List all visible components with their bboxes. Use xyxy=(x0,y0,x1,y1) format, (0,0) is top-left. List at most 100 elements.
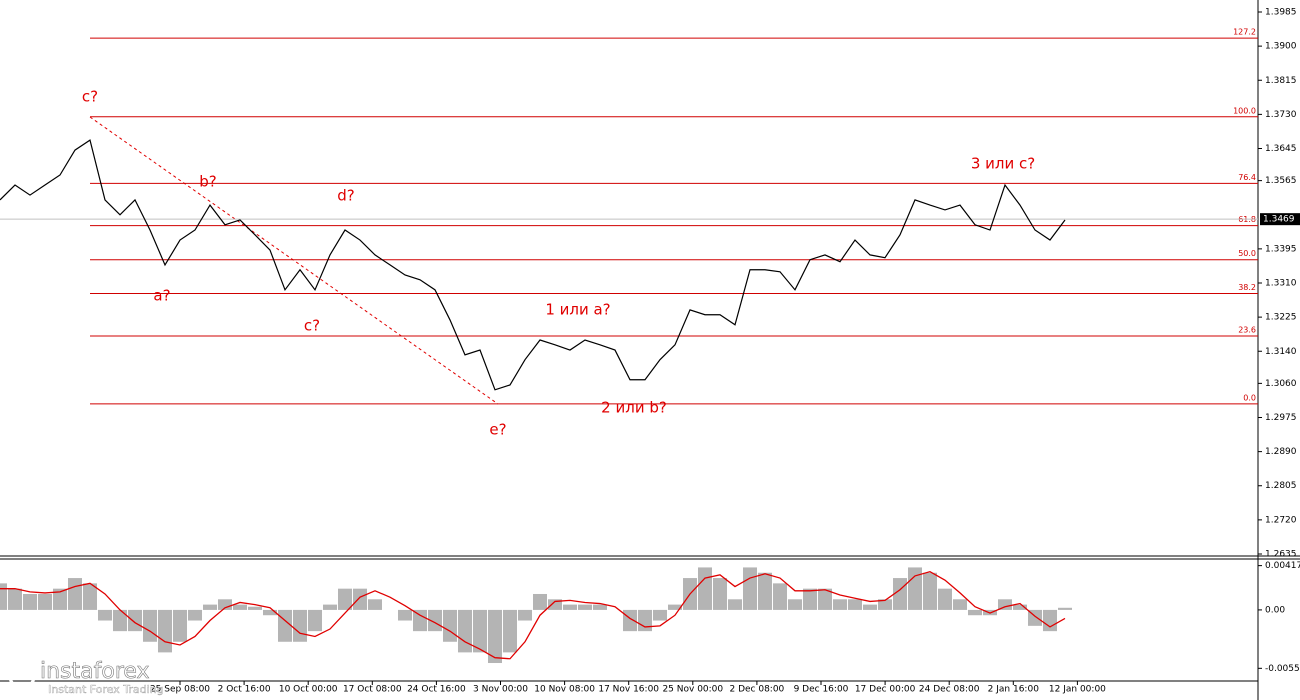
x-tick-label: 24 Oct 16:00 xyxy=(407,685,466,695)
histogram-bar xyxy=(713,578,727,610)
histogram-bar xyxy=(203,604,217,610)
histogram-bar xyxy=(758,572,772,610)
histogram-bar xyxy=(338,588,352,610)
y-tick-label: 1.3225 xyxy=(1265,313,1297,323)
wave-label: c? xyxy=(304,317,320,335)
histogram-bar xyxy=(233,604,247,610)
y-tick-label: -0.0055 xyxy=(1265,664,1300,674)
histogram-bar xyxy=(158,609,172,653)
y-tick-label: 1.3060 xyxy=(1265,379,1297,389)
watermark-tagline: Instant Forex Trading xyxy=(48,683,164,696)
histogram-bar xyxy=(248,606,262,610)
histogram-bar xyxy=(263,609,277,616)
histogram-bar xyxy=(833,599,847,610)
fib-level-label: 100.0 xyxy=(1233,106,1256,115)
watermark-logo xyxy=(7,659,37,689)
watermark-brand: instaforex xyxy=(40,659,150,684)
histogram-bar xyxy=(923,572,937,610)
histogram-bar xyxy=(953,599,967,610)
y-tick-label: 1.2975 xyxy=(1265,413,1297,423)
y-tick-label: 1.3645 xyxy=(1265,144,1297,154)
histogram-bar xyxy=(53,588,67,610)
histogram-bar xyxy=(818,588,832,610)
x-tick-label: 2 Oct 16:00 xyxy=(218,685,271,695)
histogram-bar xyxy=(1043,609,1057,632)
histogram-bar xyxy=(368,599,382,610)
wave-label: a? xyxy=(153,287,170,305)
x-tick-label: 12 Jan 00:00 xyxy=(1049,685,1106,695)
y-tick-label: 1.3310 xyxy=(1265,279,1297,289)
x-tick-label: 2 Dec 08:00 xyxy=(729,685,784,695)
y-tick-label: 1.2720 xyxy=(1265,515,1297,525)
y-tick-label: 1.2805 xyxy=(1265,481,1297,491)
histogram-bar xyxy=(443,609,457,642)
histogram-bar xyxy=(548,599,562,610)
fib-level-label: 23.6 xyxy=(1238,325,1256,334)
histogram-bar xyxy=(488,609,502,664)
histogram-bar xyxy=(1058,607,1072,610)
wave-label: c? xyxy=(82,88,98,106)
fib-level-label: 38.2 xyxy=(1238,283,1256,292)
y-tick-label: 1.3900 xyxy=(1265,42,1297,52)
y-tick-label: 0.00417 xyxy=(1265,561,1300,571)
histogram-bar xyxy=(218,599,232,610)
x-tick-label: 17 Oct 08:00 xyxy=(343,685,402,695)
histogram-bar xyxy=(173,609,187,642)
x-tick-label: 25 Nov 00:00 xyxy=(662,685,723,695)
histogram-bar xyxy=(668,604,682,610)
histogram-bar xyxy=(98,609,112,621)
histogram-bar xyxy=(278,609,292,642)
histogram-bar xyxy=(563,604,577,610)
histogram-bar xyxy=(698,567,712,610)
y-tick-label: 1.2890 xyxy=(1265,447,1297,457)
y-tick-label: 1.3140 xyxy=(1265,347,1297,357)
histogram-bar xyxy=(773,583,787,610)
histogram-bar xyxy=(788,599,802,610)
histogram-bar xyxy=(473,609,487,653)
price-line xyxy=(0,139,1066,391)
histogram-bar xyxy=(908,567,922,610)
histogram-bar xyxy=(188,609,202,621)
histogram-bar xyxy=(638,609,652,632)
fib-level-label: 76.4 xyxy=(1238,173,1256,182)
histogram-bar xyxy=(113,609,127,632)
x-tick-label: 17 Dec 00:00 xyxy=(855,685,916,695)
x-tick-label: 9 Dec 16:00 xyxy=(794,685,849,695)
y-tick-label: 1.3815 xyxy=(1265,76,1297,86)
histogram-bar xyxy=(848,599,862,610)
histogram-bar xyxy=(998,599,1012,610)
histogram-bar xyxy=(863,604,877,610)
fib-level-label: 127.2 xyxy=(1233,28,1256,37)
histogram-bar xyxy=(8,588,22,610)
histogram-bar xyxy=(413,609,427,632)
y-tick-label: 1.2635 xyxy=(1265,550,1297,560)
histogram-bar xyxy=(1013,604,1027,610)
wave-label: 1 или а? xyxy=(545,301,610,319)
histogram-bar xyxy=(38,593,52,610)
histogram-bar xyxy=(83,583,97,610)
x-tick-label: 2 Jan 16:00 xyxy=(988,685,1040,695)
y-tick-label: 1.3730 xyxy=(1265,110,1297,120)
histogram-bar xyxy=(728,599,742,610)
histogram-bar xyxy=(458,609,472,653)
fib-level-label: 50.0 xyxy=(1238,249,1256,258)
wave-trendline xyxy=(89,116,499,405)
histogram-bar xyxy=(428,609,442,632)
fib-level-label: 0.0 xyxy=(1243,393,1256,402)
histogram-bar xyxy=(398,609,412,621)
histogram-bar xyxy=(593,604,607,610)
x-tick-label: 17 Nov 16:00 xyxy=(598,685,659,695)
wave-label: b? xyxy=(199,173,216,191)
histogram-bar xyxy=(308,609,322,632)
histogram-bar xyxy=(353,588,367,610)
histogram-bar xyxy=(878,599,892,610)
histogram-bar xyxy=(23,593,37,610)
histogram-bar xyxy=(68,578,82,610)
current-price-label: 1.3469 xyxy=(1263,215,1295,225)
x-tick-label: 10 Nov 08:00 xyxy=(534,685,595,695)
y-tick-label: 0.00 xyxy=(1265,605,1285,615)
wave-label: 3 или с? xyxy=(971,155,1035,173)
current-price-box xyxy=(1260,213,1300,226)
x-tick-label: 25 Sep 08:00 xyxy=(150,685,210,695)
